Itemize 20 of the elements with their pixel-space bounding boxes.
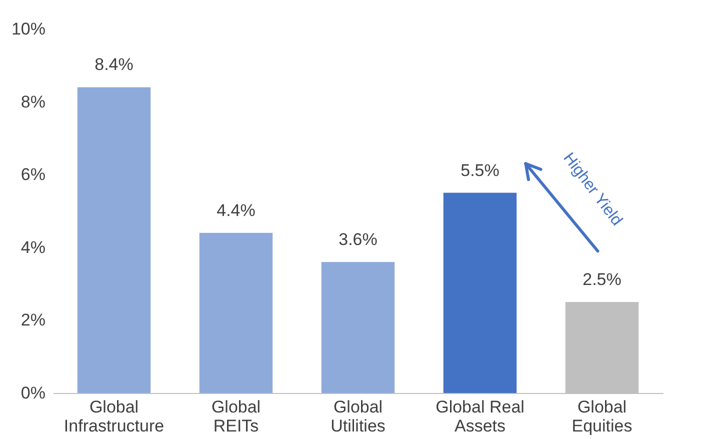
bar (77, 87, 151, 393)
data-label: 4.4% (216, 200, 256, 220)
y-tick-label: 6% (20, 165, 46, 184)
x-tick-label: Global Infrastructure (64, 398, 164, 436)
data-label: 8.4% (94, 55, 134, 74)
data-label: 5.5% (460, 160, 500, 180)
bar (321, 262, 395, 393)
data-label: 3.6% (338, 230, 378, 249)
x-tick-label: Global Utilities (330, 398, 386, 436)
x-tick-label: Global Real Assets (436, 398, 524, 436)
bar (443, 192, 517, 393)
y-tick-label: 0% (20, 384, 46, 402)
y-tick-label: 2% (20, 310, 46, 330)
y-tick-label: 8% (20, 92, 46, 112)
bar (199, 232, 273, 393)
data-label: 2.5% (582, 270, 622, 289)
x-tick-label: Global Equities (572, 398, 632, 436)
x-tick-label: Global REITs (211, 398, 261, 436)
y-tick-label: 4% (20, 238, 46, 257)
y-tick-label: 10% (11, 20, 46, 38)
